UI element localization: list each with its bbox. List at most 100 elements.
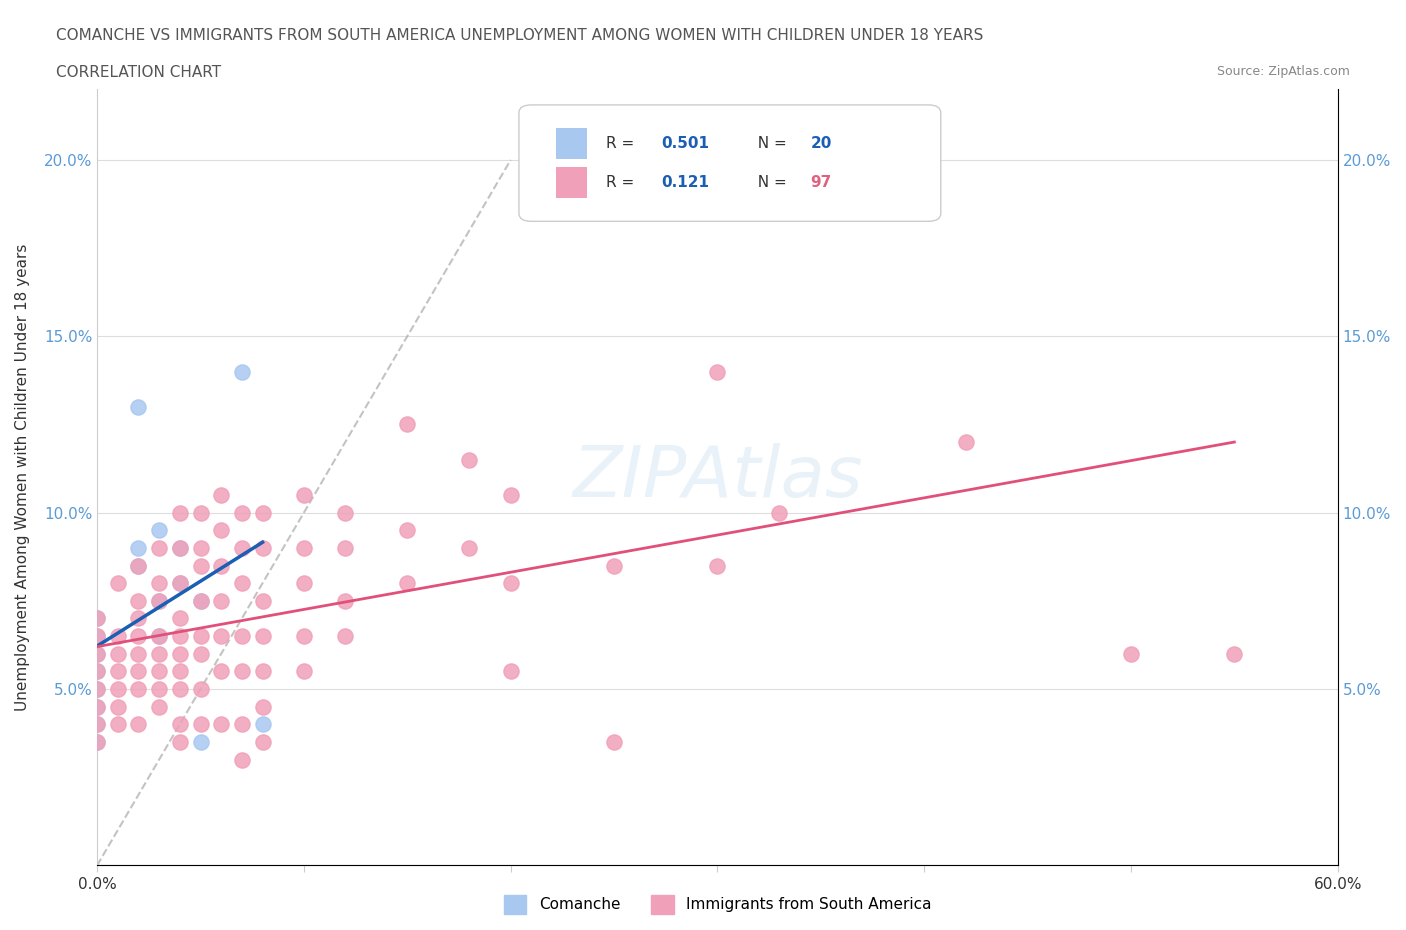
Point	[107, 576, 129, 591]
Point	[231, 576, 253, 591]
Point	[499, 664, 522, 679]
Text: R =: R =	[606, 175, 638, 190]
Point	[148, 540, 170, 555]
Text: CORRELATION CHART: CORRELATION CHART	[56, 65, 221, 80]
Point	[169, 735, 191, 750]
Text: 0.501: 0.501	[662, 136, 710, 152]
Point	[169, 629, 191, 644]
Point	[209, 593, 232, 608]
Point	[252, 735, 274, 750]
Text: 0.121: 0.121	[662, 175, 710, 190]
Point	[209, 629, 232, 644]
Point	[86, 717, 108, 732]
Point	[127, 558, 149, 573]
Point	[231, 505, 253, 520]
Legend: Comanche, Immigrants from South America: Comanche, Immigrants from South America	[498, 889, 938, 920]
Point	[86, 682, 108, 697]
Text: R =: R =	[606, 136, 638, 152]
Point	[107, 699, 129, 714]
Point	[127, 558, 149, 573]
Point	[127, 646, 149, 661]
Point	[292, 576, 315, 591]
Point	[148, 593, 170, 608]
Point	[1119, 646, 1142, 661]
Point	[127, 593, 149, 608]
Point	[127, 717, 149, 732]
Point	[169, 540, 191, 555]
Point	[169, 611, 191, 626]
Point	[169, 717, 191, 732]
Point	[190, 558, 212, 573]
Point	[169, 505, 191, 520]
Text: 20: 20	[810, 136, 832, 152]
Point	[86, 699, 108, 714]
Point	[107, 717, 129, 732]
Point	[231, 629, 253, 644]
Point	[231, 540, 253, 555]
Point	[768, 505, 790, 520]
Point	[190, 682, 212, 697]
Point	[292, 540, 315, 555]
Point	[292, 664, 315, 679]
Point	[169, 576, 191, 591]
Point	[148, 629, 170, 644]
Point	[86, 664, 108, 679]
Point	[252, 699, 274, 714]
Point	[190, 593, 212, 608]
Point	[86, 664, 108, 679]
Point	[86, 611, 108, 626]
Point	[169, 576, 191, 591]
Point	[127, 540, 149, 555]
Point	[458, 540, 481, 555]
Point	[458, 452, 481, 467]
Point	[169, 540, 191, 555]
Point	[252, 717, 274, 732]
Point	[335, 505, 357, 520]
Point	[252, 540, 274, 555]
Point	[499, 487, 522, 502]
Point	[86, 611, 108, 626]
Point	[252, 629, 274, 644]
Point	[231, 664, 253, 679]
Text: COMANCHE VS IMMIGRANTS FROM SOUTH AMERICA UNEMPLOYMENT AMONG WOMEN WITH CHILDREN: COMANCHE VS IMMIGRANTS FROM SOUTH AMERIC…	[56, 28, 984, 43]
Point	[86, 646, 108, 661]
Point	[127, 399, 149, 414]
Point	[148, 699, 170, 714]
Point	[190, 505, 212, 520]
Point	[86, 735, 108, 750]
Text: ZIPAtlas: ZIPAtlas	[572, 443, 863, 512]
Point	[252, 505, 274, 520]
Point	[209, 664, 232, 679]
Point	[107, 646, 129, 661]
Point	[252, 593, 274, 608]
Point	[127, 629, 149, 644]
Point	[603, 735, 626, 750]
Point	[706, 558, 728, 573]
Point	[190, 646, 212, 661]
Point	[86, 717, 108, 732]
Point	[86, 682, 108, 697]
Point	[127, 611, 149, 626]
Text: N =: N =	[748, 175, 792, 190]
Point	[1223, 646, 1246, 661]
Point	[396, 576, 419, 591]
Point	[231, 717, 253, 732]
Point	[107, 682, 129, 697]
FancyBboxPatch shape	[557, 167, 588, 198]
Point	[148, 646, 170, 661]
Text: 97: 97	[810, 175, 832, 190]
Point	[190, 540, 212, 555]
Point	[292, 487, 315, 502]
Point	[335, 593, 357, 608]
Point	[86, 629, 108, 644]
Point	[148, 682, 170, 697]
Y-axis label: Unemployment Among Women with Children Under 18 years: Unemployment Among Women with Children U…	[15, 244, 30, 711]
Point	[209, 558, 232, 573]
Point	[955, 434, 977, 449]
Point	[190, 735, 212, 750]
FancyBboxPatch shape	[557, 128, 588, 159]
Point	[148, 629, 170, 644]
Point	[127, 664, 149, 679]
Point	[209, 717, 232, 732]
Point	[107, 664, 129, 679]
